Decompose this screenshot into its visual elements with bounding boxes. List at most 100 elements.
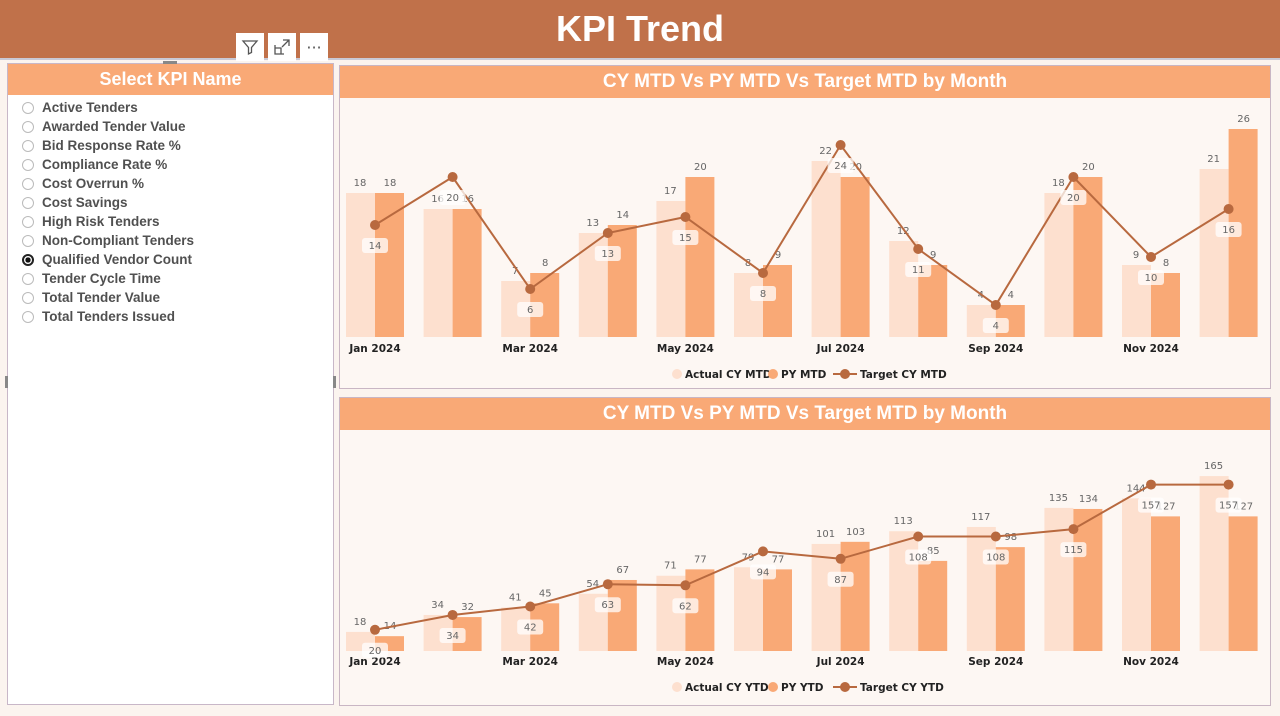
target-marker xyxy=(602,579,613,590)
slicer-list: Active Tenders Awarded Tender Value Bid Re… xyxy=(8,95,333,326)
data-label-actual: 71 xyxy=(664,561,677,572)
radio-button-icon[interactable] xyxy=(22,139,34,152)
radio-button-icon[interactable] xyxy=(22,158,34,171)
target-label-box xyxy=(750,564,776,580)
bar-py xyxy=(685,177,715,337)
slicer-item-label: Active Tenders xyxy=(42,100,138,115)
slicer-item[interactable]: Total Tenders Issued xyxy=(8,307,333,326)
legend-actual-label: Actual CY YTD xyxy=(685,682,769,694)
filter-icon[interactable] xyxy=(236,33,264,61)
target-marker xyxy=(1223,479,1234,490)
radio-button-icon[interactable] xyxy=(22,272,34,285)
target-label-box xyxy=(982,549,1009,565)
radio-button-icon[interactable] xyxy=(22,196,34,209)
target-marker xyxy=(1068,172,1079,182)
radio-button-icon[interactable] xyxy=(22,177,34,190)
target-marker xyxy=(602,228,613,238)
data-label-target: 14 xyxy=(369,241,382,252)
bar-actual xyxy=(656,575,686,651)
data-label-actual: 41 xyxy=(509,593,522,604)
bar-py xyxy=(1073,508,1103,651)
more-options-icon[interactable]: ··· xyxy=(300,33,328,61)
bar-actual xyxy=(889,241,919,337)
target-label-box xyxy=(594,597,621,613)
resize-handle[interactable] xyxy=(333,376,336,388)
data-label-target: 157 xyxy=(1219,501,1238,512)
data-label-target: 63 xyxy=(601,600,614,611)
target-marker xyxy=(913,244,924,254)
radio-button-icon[interactable] xyxy=(22,120,34,133)
target-label-box xyxy=(362,238,388,253)
slicer-item-label: Tender Cycle Time xyxy=(42,271,161,286)
data-label-actual: 18 xyxy=(1052,178,1065,189)
legend-actual-label: Actual CY MTD xyxy=(685,369,772,381)
radio-button-icon[interactable] xyxy=(22,291,34,304)
data-label-target: 13 xyxy=(601,249,614,260)
data-label-target: 15 xyxy=(679,233,692,244)
target-marker xyxy=(1068,524,1079,535)
target-marker xyxy=(680,580,691,591)
slicer-item[interactable]: Cost Savings xyxy=(8,193,333,212)
slicer-item[interactable]: Compliance Rate % xyxy=(8,155,333,174)
x-tick-label: Mar 2024 xyxy=(502,656,558,668)
bar-actual xyxy=(734,567,763,651)
x-tick-label: Sep 2024 xyxy=(968,343,1023,355)
data-label-actual: 18 xyxy=(354,178,367,189)
target-label-box xyxy=(439,627,466,643)
slicer-item[interactable]: High Risk Tenders xyxy=(8,212,333,231)
radio-button-icon[interactable] xyxy=(22,234,34,247)
target-label-box xyxy=(1215,222,1242,237)
radio-button-icon[interactable] xyxy=(22,215,34,228)
slicer-item[interactable]: Awarded Tender Value xyxy=(8,117,333,136)
target-marker xyxy=(1146,252,1156,262)
bar-py xyxy=(840,177,870,337)
data-label-target: 34 xyxy=(446,631,459,642)
radio-button-icon[interactable] xyxy=(22,101,34,114)
slicer-item[interactable]: Cost Overrun % xyxy=(8,174,333,193)
resize-handle[interactable] xyxy=(163,61,177,64)
target-label-box xyxy=(1060,190,1087,205)
chart-title: CY MTD Vs PY MTD Vs Target MTD by Month xyxy=(340,398,1270,430)
target-label-box xyxy=(1215,497,1242,513)
target-label-box xyxy=(672,230,699,245)
focus-mode-icon[interactable] xyxy=(268,33,296,61)
report-header: KPI Trend xyxy=(0,0,1280,60)
target-marker xyxy=(447,172,458,182)
bar-actual xyxy=(734,273,763,337)
slicer-item[interactable]: Tender Cycle Time xyxy=(8,269,333,288)
radio-button-icon[interactable] xyxy=(22,253,34,266)
data-label-actual: 18 xyxy=(354,617,367,628)
bar-actual xyxy=(1199,169,1229,337)
data-label-actual: 117 xyxy=(971,512,990,523)
data-label-actual: 22 xyxy=(819,146,832,157)
slicer-item[interactable]: Total Tender Value xyxy=(8,288,333,307)
data-label-py: 67 xyxy=(616,565,629,576)
target-label-box xyxy=(905,262,932,277)
legend-target-icon xyxy=(840,682,850,692)
radio-button-icon[interactable] xyxy=(22,310,34,323)
slicer-item[interactable]: Non-Compliant Tenders xyxy=(8,231,333,250)
legend-target-label: Target CY MTD xyxy=(860,369,947,381)
target-marker xyxy=(758,268,768,278)
slicer-item[interactable]: Bid Response Rate % xyxy=(8,136,333,155)
bar-py xyxy=(1151,516,1180,651)
target-label-box xyxy=(1138,497,1164,513)
target-marker xyxy=(835,140,846,150)
data-label-target: 20 xyxy=(1067,193,1080,204)
target-label-box xyxy=(672,598,699,614)
legend-target-label: Target CY YTD xyxy=(860,682,944,694)
bar-actual xyxy=(656,201,686,337)
data-label-py: 9 xyxy=(930,250,936,261)
data-label-py: 45 xyxy=(539,588,552,599)
target-marker xyxy=(370,220,380,230)
data-label-target: 4 xyxy=(993,321,999,332)
data-label-target: 62 xyxy=(679,601,692,612)
resize-handle[interactable] xyxy=(5,376,8,388)
target-marker xyxy=(525,284,536,294)
slicer-item[interactable]: Qualified Vendor Count xyxy=(8,250,333,269)
bar-actual xyxy=(1044,193,1074,337)
data-label-target: 6 xyxy=(527,305,533,316)
target-label-box xyxy=(827,571,854,587)
slicer-item[interactable]: Active Tenders xyxy=(8,98,333,117)
data-label-py: 77 xyxy=(772,554,785,565)
